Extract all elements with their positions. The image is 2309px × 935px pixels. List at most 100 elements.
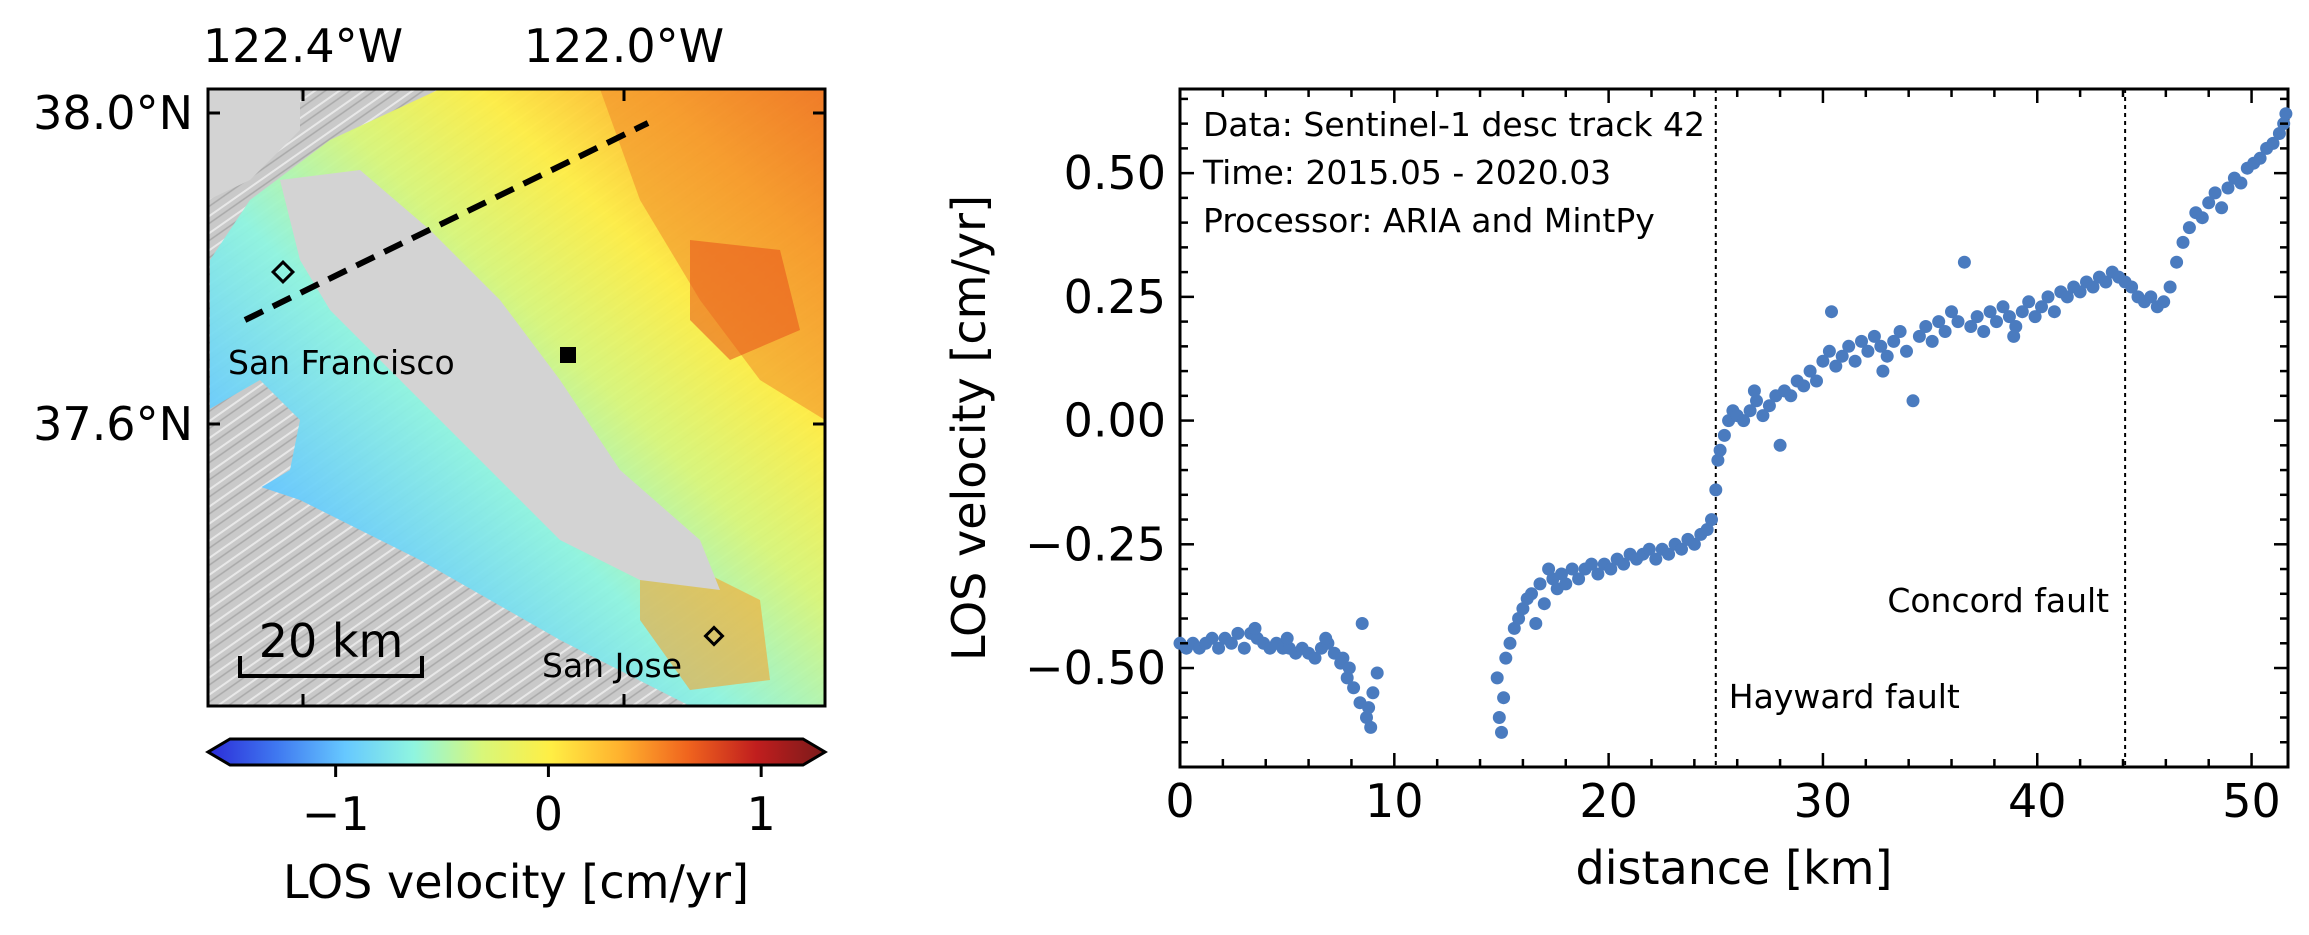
x-tick-label: 0 bbox=[1165, 774, 1194, 828]
y-tick-label: −0.50 bbox=[1025, 641, 1166, 695]
scatter-point bbox=[1743, 404, 1757, 418]
x-tick-label: 20 bbox=[1579, 774, 1638, 828]
scatter-point bbox=[2182, 221, 2196, 235]
scatter-point bbox=[1503, 636, 1517, 650]
fault-label: Concord fault bbox=[1887, 581, 2109, 620]
scatter-point bbox=[1737, 414, 1751, 428]
scatter-point bbox=[1585, 557, 1598, 571]
scatter-point bbox=[1675, 542, 1688, 556]
scatter-point bbox=[1951, 315, 1965, 329]
scatter-point bbox=[1516, 602, 1530, 616]
scatter-point bbox=[1700, 523, 1714, 536]
scatter-point bbox=[1912, 329, 1926, 343]
lon-label-2: 122.0°W bbox=[524, 19, 724, 73]
scatter-point bbox=[2221, 181, 2235, 195]
lat-label-2: 37.6°N bbox=[33, 397, 193, 451]
scatter-point bbox=[1617, 557, 1631, 571]
colorbar-tick-label: −1 bbox=[302, 787, 370, 841]
scatter-point bbox=[1964, 320, 1978, 333]
scatter-point bbox=[1822, 344, 1836, 358]
y-tick-label: 0.00 bbox=[1064, 394, 1166, 448]
scatter-point bbox=[1542, 562, 1556, 576]
scatter-point bbox=[1932, 315, 1946, 329]
scatter-point bbox=[1900, 344, 1913, 358]
scatter-point bbox=[1874, 339, 1888, 353]
city-label-san-francisco: San Francisco bbox=[228, 343, 455, 382]
scatter-point bbox=[1366, 686, 1380, 700]
scatter-point bbox=[1977, 325, 1991, 338]
scatter-point bbox=[1355, 617, 1369, 630]
scatter-point bbox=[1212, 641, 1226, 655]
scatter-point bbox=[1347, 681, 1361, 695]
scatter-point bbox=[2170, 255, 2184, 269]
scatter-point bbox=[2272, 127, 2286, 140]
scatter-point bbox=[1983, 305, 1997, 319]
scatter-point bbox=[2047, 305, 2061, 319]
profile-line bbox=[243, 120, 650, 323]
scatter-point bbox=[1591, 567, 1605, 581]
scatter-point bbox=[1499, 651, 1513, 665]
scatter-point bbox=[1248, 621, 1262, 635]
annotation-time: Time: 2015.05 - 2020.03 bbox=[1202, 153, 1611, 192]
scatter-point bbox=[2060, 290, 2074, 304]
scatter-point bbox=[1370, 666, 1384, 680]
scatter-point bbox=[1762, 399, 1776, 413]
scatter-point bbox=[1533, 577, 1547, 591]
scatter-point bbox=[1750, 394, 1763, 408]
scatter-point bbox=[1945, 305, 1958, 319]
scatter-point bbox=[1604, 562, 1618, 576]
scatter-point bbox=[1747, 384, 1761, 398]
scatter-point bbox=[1784, 389, 1798, 403]
scatter-point bbox=[1205, 631, 1219, 645]
lon-label-1: 122.4°W bbox=[203, 19, 403, 73]
colorbar-tick-label: 0 bbox=[534, 787, 563, 841]
scatter-point bbox=[1687, 537, 1701, 551]
scatter-point bbox=[1237, 641, 1251, 655]
scatter-point bbox=[1713, 443, 1727, 457]
scatter-point bbox=[1340, 671, 1354, 685]
y-tick-label: −0.25 bbox=[1025, 517, 1166, 571]
scale-bar-label: 20 km bbox=[259, 614, 404, 668]
scatter-point bbox=[1709, 483, 1723, 497]
scatter-point bbox=[2266, 136, 2280, 150]
scatter-point bbox=[1360, 711, 1373, 724]
scatter-point bbox=[1319, 631, 1333, 645]
scatter-point bbox=[1507, 621, 1521, 635]
scatter-point bbox=[2009, 320, 2023, 333]
scatter-point bbox=[1880, 349, 1894, 363]
scatter-point bbox=[1919, 320, 1933, 333]
y-tick-label: 0.50 bbox=[1064, 146, 1166, 200]
scatter-point bbox=[2279, 107, 2293, 121]
scatter-point bbox=[2202, 196, 2216, 210]
scatter-point bbox=[1835, 349, 1849, 363]
scatter-point bbox=[1497, 691, 1511, 705]
scatter-point bbox=[1938, 325, 1952, 338]
colorbar-tick-label: 1 bbox=[747, 787, 776, 841]
scatter-point bbox=[1495, 725, 1508, 739]
scatter-point bbox=[1990, 315, 2003, 329]
scatter-point bbox=[1711, 453, 1725, 467]
scatter-point bbox=[2007, 329, 2021, 343]
scatter-point bbox=[2163, 280, 2177, 294]
scatter-point bbox=[1529, 617, 1543, 630]
scatter-point bbox=[2144, 290, 2158, 304]
chart-frame bbox=[1178, 87, 2290, 769]
x-axis-ticks: 0 10 20 30 40 50 bbox=[1165, 89, 2281, 828]
scatter-point bbox=[1555, 567, 1568, 581]
scatter-point bbox=[1825, 305, 1838, 319]
scatter-point bbox=[2028, 310, 2042, 324]
x-tick-label: 50 bbox=[2222, 774, 2281, 828]
y-axis-label: LOS velocity [cm/yr] bbox=[942, 195, 996, 661]
scatter-point bbox=[1662, 547, 1676, 561]
y-axis-ticks: −0.50 −0.25 0.00 0.25 0.50 bbox=[1025, 97, 2288, 769]
scatter-point bbox=[2125, 280, 2139, 294]
scatter-point bbox=[1867, 329, 1881, 343]
scatter-point bbox=[2208, 186, 2222, 200]
scatter-point bbox=[2176, 235, 2190, 249]
scatter-point bbox=[1342, 661, 1356, 675]
fault-label: Hayward fault bbox=[1729, 677, 1960, 716]
map-frame bbox=[206, 87, 827, 708]
scatter-point bbox=[1649, 552, 1663, 566]
scatter-point bbox=[2253, 151, 2267, 165]
